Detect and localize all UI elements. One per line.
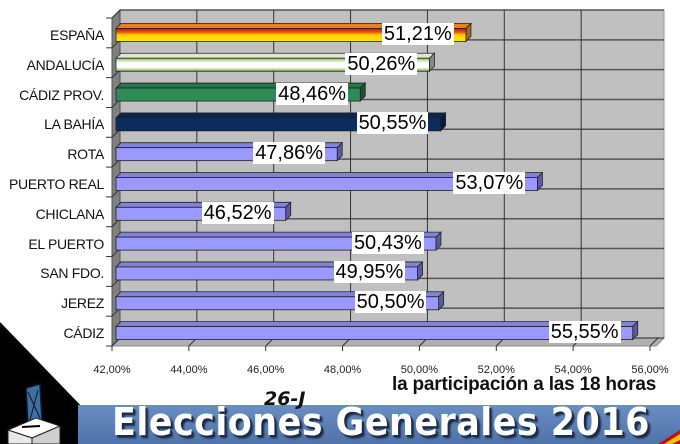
category-label: ESPAÑA xyxy=(50,26,104,43)
value-label: 48,46% xyxy=(276,82,349,105)
category-label: CHICLANA xyxy=(35,205,105,222)
category-label: EL PUERTO xyxy=(28,235,104,252)
value-label: 50,26% xyxy=(345,52,418,75)
x-tick-label: 46,00% xyxy=(247,364,285,376)
bar-c-diz xyxy=(115,320,639,341)
banner-bar xyxy=(78,405,680,444)
category-label: ANDALUCÍA xyxy=(26,56,105,73)
x-tick-label: 50,00% xyxy=(400,364,439,376)
x-tick-label: 42,00% xyxy=(93,364,131,376)
category-label: ROTA xyxy=(67,146,104,163)
category-label: CÁDIZ PROV. xyxy=(19,86,104,103)
value-label: 51,21% xyxy=(381,22,454,45)
category-label: LA BAHÍA xyxy=(44,116,104,133)
value-label: 53,07% xyxy=(453,172,526,194)
chart-subtitle: la participación a las 18 horas xyxy=(392,374,657,395)
value-label: 50,55% xyxy=(356,112,429,135)
category-label: JEREZ xyxy=(61,295,104,312)
category-label: CÁDIZ xyxy=(63,325,104,342)
election-date-tag: 26-J xyxy=(264,388,306,410)
x-tick-label: 52,00% xyxy=(477,364,515,376)
value-label: 50,50% xyxy=(354,291,427,314)
spain-flag-corner xyxy=(658,430,680,444)
ballot-box-icon xyxy=(6,383,62,444)
x-tick-label: 44,00% xyxy=(170,364,208,376)
value-label: 55,55% xyxy=(548,321,621,344)
value-label: 47,86% xyxy=(253,142,326,165)
banner-title: Elecciones Generales 2016 xyxy=(112,400,650,444)
value-label: 46,52% xyxy=(201,201,274,224)
category-label: SAN FDO. xyxy=(40,265,104,282)
bar-puerto-real xyxy=(115,171,544,192)
category-label: PUERTO REAL xyxy=(9,176,104,192)
x-tick-label: 48,00% xyxy=(323,364,362,376)
value-label: 50,43% xyxy=(351,231,424,254)
x-tick-label: 54,00% xyxy=(554,364,592,376)
x-tick-label: 56,00% xyxy=(631,364,669,376)
value-label: 49,95% xyxy=(333,261,406,284)
